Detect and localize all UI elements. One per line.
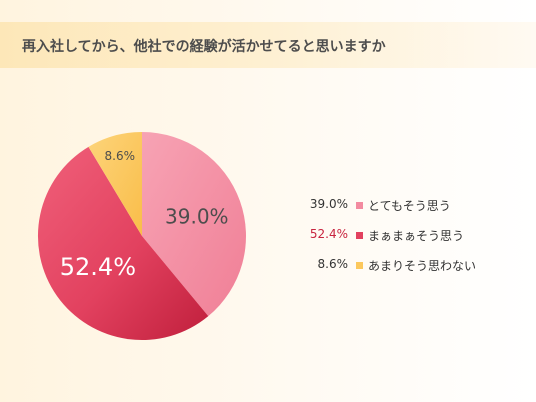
pie-slice-1 bbox=[142, 132, 246, 317]
title-band bbox=[0, 22, 536, 68]
pie-slice-label-3: 8.6% bbox=[105, 149, 136, 163]
page-title: 再入社してから、他社での経験が活かせてると思いますか bbox=[22, 39, 386, 55]
pie-slice-2 bbox=[37, 146, 209, 341]
pie-slices bbox=[37, 132, 246, 341]
pie-slice-label-2: 52.4% bbox=[60, 253, 136, 281]
pie-slice-3 bbox=[88, 132, 142, 236]
pie-labels: 39.0% 52.4% 8.6% bbox=[60, 149, 229, 281]
pie-slice-label-1: 39.0% bbox=[165, 204, 229, 228]
